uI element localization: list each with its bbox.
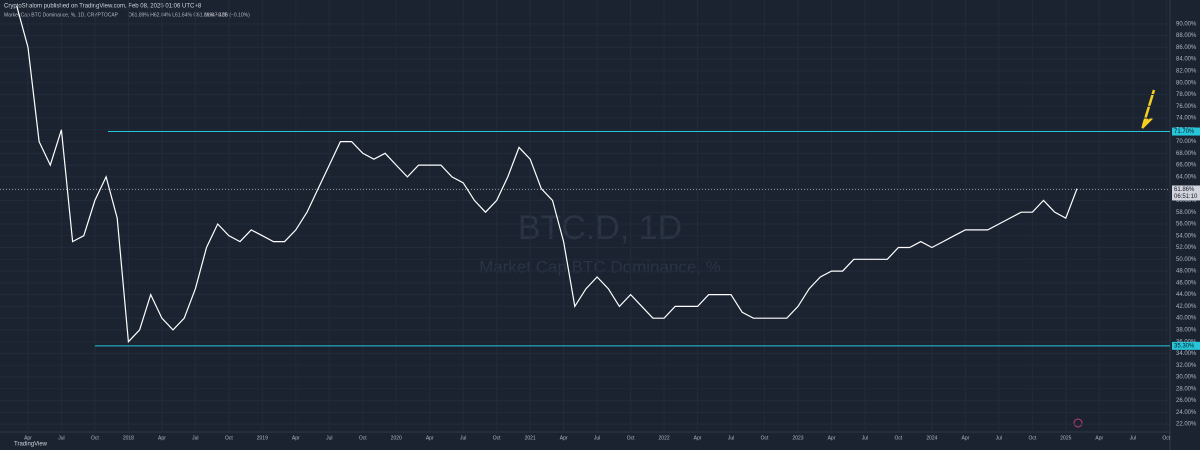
y-tick-label: 24.00% <box>1176 410 1197 416</box>
level-label: 35.30% <box>1174 343 1195 349</box>
watermark-ticker: BTC.D, 1D <box>518 209 682 247</box>
x-tick-label: Apr <box>828 435 836 441</box>
x-tick-label: Oct <box>1028 435 1036 441</box>
x-tick-label: Oct <box>627 435 635 441</box>
x-tick-label: Oct <box>1162 435 1170 441</box>
y-tick-label: 84.00% <box>1176 57 1197 63</box>
watermark-name: Market Cap BTC Dominance, % <box>479 257 721 276</box>
x-tick-label: Oct <box>493 435 501 441</box>
level-label-box <box>1172 341 1200 350</box>
x-tick-label: 2018 <box>123 435 134 441</box>
y-tick-label: 90.00% <box>1176 21 1197 27</box>
y-tick-label: 52.00% <box>1176 245 1197 251</box>
x-tick-label: Apr <box>560 435 568 441</box>
x-tick-label: Oct <box>91 435 99 441</box>
x-tick-label: Jul <box>58 435 64 441</box>
y-tick-label: 48.00% <box>1176 269 1197 275</box>
y-tick-label: 26.00% <box>1176 398 1197 404</box>
x-tick-label: 2020 <box>391 435 402 441</box>
y-tick-label: 42.00% <box>1176 304 1197 310</box>
annotation-arrow <box>1141 89 1156 129</box>
x-tick-label: Jul <box>996 435 1002 441</box>
y-tick-label: 40.00% <box>1176 316 1197 322</box>
footer: TradingView <box>14 442 48 448</box>
header: CryptoShalom published on TradingView.co… <box>4 4 202 10</box>
last-price-box <box>1172 185 1200 201</box>
y-tick-label: 78.00% <box>1176 92 1197 98</box>
x-tick-label: 2019 <box>257 435 268 441</box>
x-tick-label: Jul <box>728 435 734 441</box>
x-tick-label: 2021 <box>525 435 536 441</box>
y-tick-label: 50.00% <box>1176 257 1197 263</box>
y-tick-label: 58.00% <box>1176 210 1197 216</box>
x-tick-label: Oct <box>895 435 903 441</box>
event-marker <box>1073 418 1083 428</box>
x-tick-label: Jul <box>326 435 332 441</box>
y-tick-label: 74.00% <box>1176 116 1197 122</box>
x-tick-label: Jul <box>460 435 466 441</box>
x-tick-label: Apr <box>426 435 434 441</box>
y-tick-label: 28.00% <box>1176 386 1197 392</box>
price-line <box>16 6 1078 344</box>
x-tick-label: Jul <box>594 435 600 441</box>
y-tick-label: 54.00% <box>1176 233 1197 239</box>
y-tick-label: 64.00% <box>1176 174 1197 180</box>
y-tick-label: 60.00% <box>1176 198 1197 204</box>
legend-volume: Vol47.42B <box>205 12 228 18</box>
x-tick-label: 2023 <box>792 435 803 441</box>
last-price-label: 61.86% <box>1174 187 1195 193</box>
x-tick-label: Apr <box>694 435 702 441</box>
y-tick-label: 88.00% <box>1176 33 1197 39</box>
x-tick-label: 2025 <box>1060 435 1071 441</box>
y-tick-label: 46.00% <box>1176 280 1197 286</box>
y-tick-label: 82.00% <box>1176 69 1197 75</box>
x-tick-label: Oct <box>225 435 233 441</box>
y-tick-label: 70.00% <box>1176 139 1197 145</box>
x-tick-label: Oct <box>359 435 367 441</box>
y-tick-label: 44.00% <box>1176 292 1197 298</box>
x-tick-label: Jul <box>862 435 868 441</box>
x-tick-label: Jul <box>1130 435 1136 441</box>
y-tick-label: 32.00% <box>1176 363 1197 369</box>
y-tick-label: 68.00% <box>1176 151 1197 157</box>
y-tick-label: 86.00% <box>1176 45 1197 51</box>
y-tick-label: 66.00% <box>1176 163 1197 169</box>
x-tick-label: Jul <box>192 435 198 441</box>
x-tick-label: 2024 <box>926 435 937 441</box>
y-tick-label: 56.00% <box>1176 222 1197 228</box>
x-tick-label: 2022 <box>659 435 670 441</box>
level-label: 71.70% <box>1174 129 1195 135</box>
legend-ohlc: O61.89% H62.04% L61.64% C61.86% −0.06 (−… <box>128 12 250 18</box>
y-tick-label: 34.00% <box>1176 351 1197 357</box>
y-tick-label: 30.00% <box>1176 375 1197 381</box>
y-tick-label: 38.00% <box>1176 328 1197 334</box>
x-tick-label: Apr <box>962 435 970 441</box>
x-tick-label: Oct <box>761 435 769 441</box>
x-tick-label: Apr <box>158 435 166 441</box>
x-tick-label: Apr <box>292 435 300 441</box>
y-tick-label: 76.00% <box>1176 104 1197 110</box>
level-label-box <box>1172 127 1200 136</box>
x-tick-label: Apr <box>24 435 32 441</box>
countdown: 06:51:10 <box>1174 194 1198 200</box>
y-tick-label: 80.00% <box>1176 80 1197 86</box>
y-tick-label: 22.00% <box>1176 422 1197 428</box>
x-tick-label: Apr <box>1095 435 1103 441</box>
